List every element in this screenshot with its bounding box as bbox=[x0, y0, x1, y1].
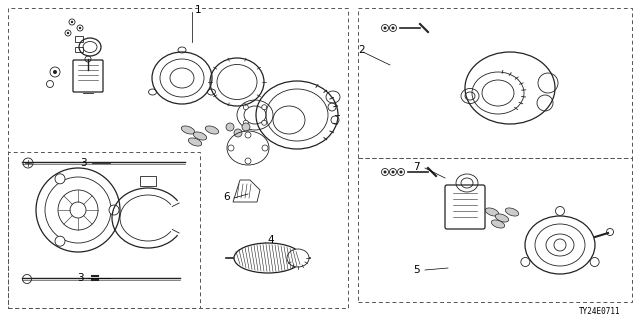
Circle shape bbox=[55, 174, 65, 184]
Circle shape bbox=[67, 32, 69, 34]
Circle shape bbox=[383, 171, 387, 173]
Text: 2: 2 bbox=[358, 45, 365, 55]
Circle shape bbox=[79, 27, 81, 29]
Circle shape bbox=[556, 206, 564, 215]
Ellipse shape bbox=[506, 208, 518, 216]
Ellipse shape bbox=[205, 126, 219, 134]
Circle shape bbox=[399, 171, 403, 173]
Ellipse shape bbox=[234, 243, 302, 273]
Circle shape bbox=[243, 105, 248, 110]
Circle shape bbox=[71, 21, 73, 23]
Circle shape bbox=[262, 105, 267, 110]
Bar bbox=[8, 152, 200, 308]
Text: 5: 5 bbox=[413, 265, 420, 275]
Bar bbox=[358, 158, 632, 302]
Bar bbox=[140, 176, 156, 186]
Ellipse shape bbox=[287, 249, 309, 267]
Text: 4: 4 bbox=[267, 235, 274, 245]
Bar bbox=[358, 8, 632, 158]
Circle shape bbox=[243, 120, 248, 125]
Circle shape bbox=[234, 129, 242, 137]
Bar bbox=[75, 47, 83, 52]
Circle shape bbox=[383, 27, 387, 29]
Circle shape bbox=[262, 120, 267, 125]
Text: 7: 7 bbox=[413, 162, 420, 172]
Ellipse shape bbox=[193, 132, 207, 140]
Text: 3: 3 bbox=[77, 273, 84, 283]
Circle shape bbox=[245, 132, 251, 138]
Text: 6: 6 bbox=[223, 192, 230, 202]
Circle shape bbox=[392, 27, 394, 29]
Circle shape bbox=[228, 145, 234, 151]
Circle shape bbox=[245, 158, 251, 164]
Ellipse shape bbox=[181, 126, 195, 134]
Ellipse shape bbox=[495, 214, 509, 222]
Circle shape bbox=[53, 70, 57, 74]
Ellipse shape bbox=[492, 220, 505, 228]
Circle shape bbox=[109, 205, 119, 215]
Circle shape bbox=[392, 171, 394, 173]
Circle shape bbox=[521, 258, 530, 267]
Ellipse shape bbox=[485, 208, 499, 216]
Circle shape bbox=[262, 145, 268, 151]
Circle shape bbox=[55, 236, 65, 246]
Bar bbox=[8, 8, 348, 308]
Circle shape bbox=[226, 123, 234, 131]
Text: 3: 3 bbox=[81, 158, 87, 168]
Ellipse shape bbox=[188, 138, 202, 146]
Text: TY24E0711: TY24E0711 bbox=[579, 308, 621, 316]
Text: 1: 1 bbox=[195, 5, 202, 15]
Circle shape bbox=[242, 123, 250, 131]
Bar bbox=[75, 36, 83, 42]
Circle shape bbox=[590, 258, 599, 267]
